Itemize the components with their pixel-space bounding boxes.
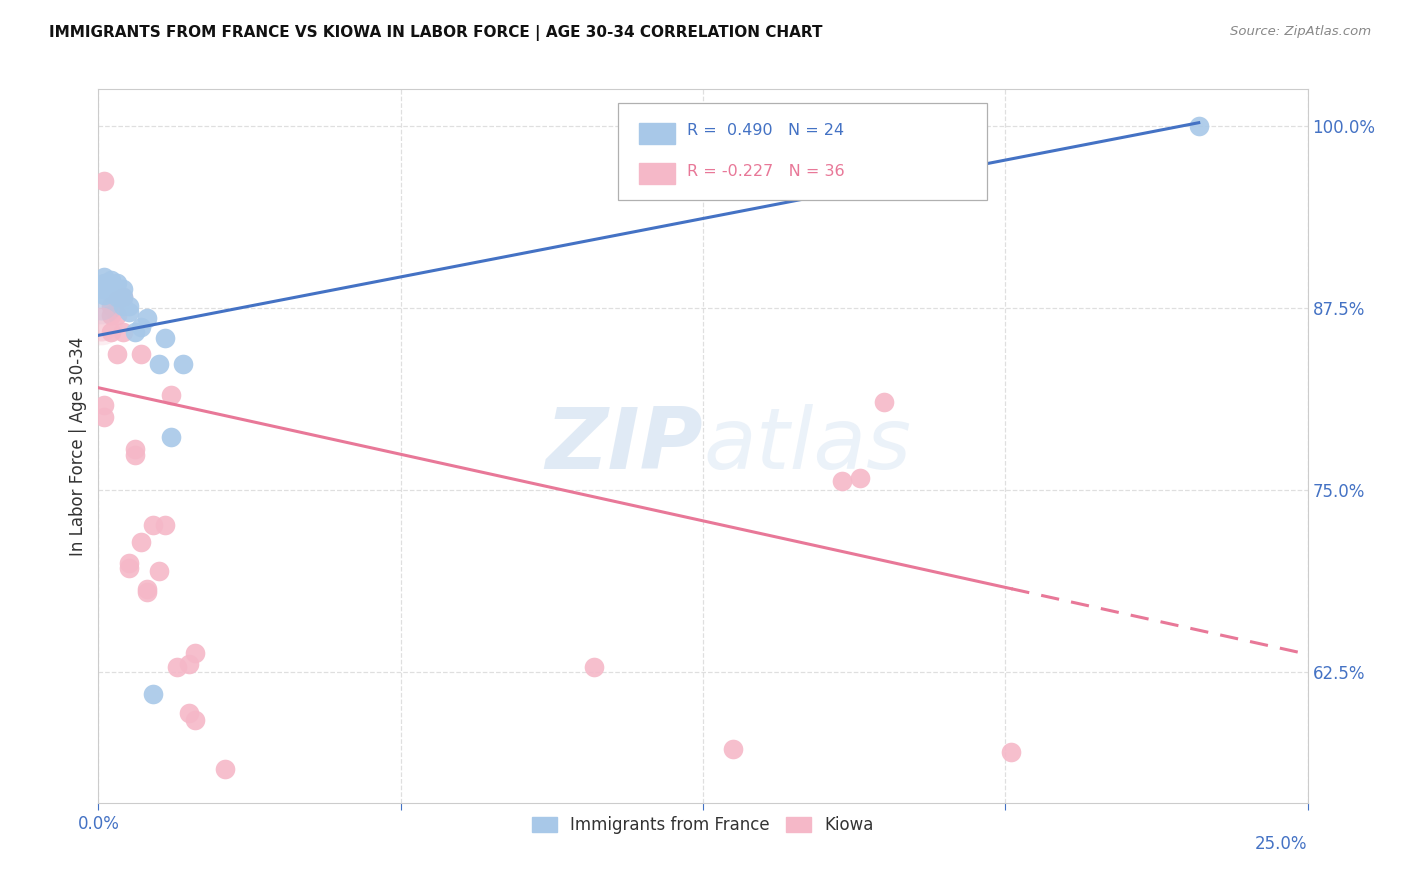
Point: [184, 646, 207, 660]
Text: R = -0.227   N = 36: R = -0.227 N = 36: [688, 164, 845, 178]
Text: atlas: atlas: [703, 404, 911, 488]
Point: [105, 308, 128, 322]
Point: [153, 517, 176, 532]
Point: [93, 174, 115, 188]
Point: [179, 706, 201, 720]
Point: [118, 299, 141, 313]
Point: [111, 326, 134, 340]
Point: [93, 398, 115, 412]
Point: [135, 582, 157, 596]
Point: [723, 742, 745, 756]
Point: [100, 326, 122, 340]
Point: [1188, 119, 1211, 133]
Point: [172, 358, 194, 372]
Point: [90, 317, 112, 331]
Text: R =  0.490   N = 24: R = 0.490 N = 24: [688, 123, 845, 138]
Point: [148, 358, 170, 372]
Point: [129, 535, 152, 549]
Point: [160, 430, 183, 444]
Point: [142, 517, 165, 532]
Point: [105, 290, 128, 304]
Point: [90, 296, 112, 310]
Point: [142, 687, 165, 701]
Point: [93, 270, 115, 285]
Legend: Immigrants from France, Kiowa: Immigrants from France, Kiowa: [526, 810, 880, 841]
Text: 25.0%: 25.0%: [1256, 835, 1308, 853]
Text: ZIP: ZIP: [546, 404, 703, 488]
Point: [124, 442, 146, 456]
Point: [100, 299, 122, 313]
Point: [873, 395, 896, 409]
FancyBboxPatch shape: [619, 103, 987, 200]
Point: [583, 660, 606, 674]
Point: [135, 584, 157, 599]
Point: [93, 287, 115, 301]
Point: [160, 388, 183, 402]
Point: [179, 657, 201, 672]
Point: [105, 276, 128, 290]
Y-axis label: In Labor Force | Age 30-34: In Labor Force | Age 30-34: [69, 336, 87, 556]
Point: [124, 326, 146, 340]
Point: [184, 713, 207, 727]
Point: [105, 285, 128, 299]
Point: [129, 347, 152, 361]
Point: [153, 331, 176, 345]
Point: [105, 293, 128, 308]
Point: [129, 319, 152, 334]
Point: [100, 308, 122, 322]
Bar: [638, 162, 675, 184]
Point: [100, 286, 122, 301]
Point: [124, 448, 146, 462]
Point: [111, 299, 134, 313]
Point: [93, 409, 115, 424]
Point: [148, 564, 170, 578]
Point: [118, 556, 141, 570]
Point: [111, 290, 134, 304]
Point: [118, 305, 141, 319]
Point: [135, 310, 157, 325]
Point: [90, 317, 112, 331]
Point: [90, 296, 112, 310]
Point: [100, 280, 122, 294]
Point: [93, 276, 115, 290]
Point: [214, 762, 236, 776]
Point: [93, 282, 115, 296]
Point: [166, 660, 188, 674]
Point: [1000, 745, 1022, 759]
Text: IMMIGRANTS FROM FRANCE VS KIOWA IN LABOR FORCE | AGE 30-34 CORRELATION CHART: IMMIGRANTS FROM FRANCE VS KIOWA IN LABOR…: [49, 25, 823, 41]
Point: [831, 474, 853, 488]
Point: [849, 471, 872, 485]
Bar: [638, 123, 675, 145]
Text: Source: ZipAtlas.com: Source: ZipAtlas.com: [1230, 25, 1371, 38]
Point: [118, 561, 141, 575]
Point: [111, 282, 134, 296]
Point: [111, 290, 134, 304]
Point: [100, 273, 122, 287]
Point: [105, 347, 128, 361]
